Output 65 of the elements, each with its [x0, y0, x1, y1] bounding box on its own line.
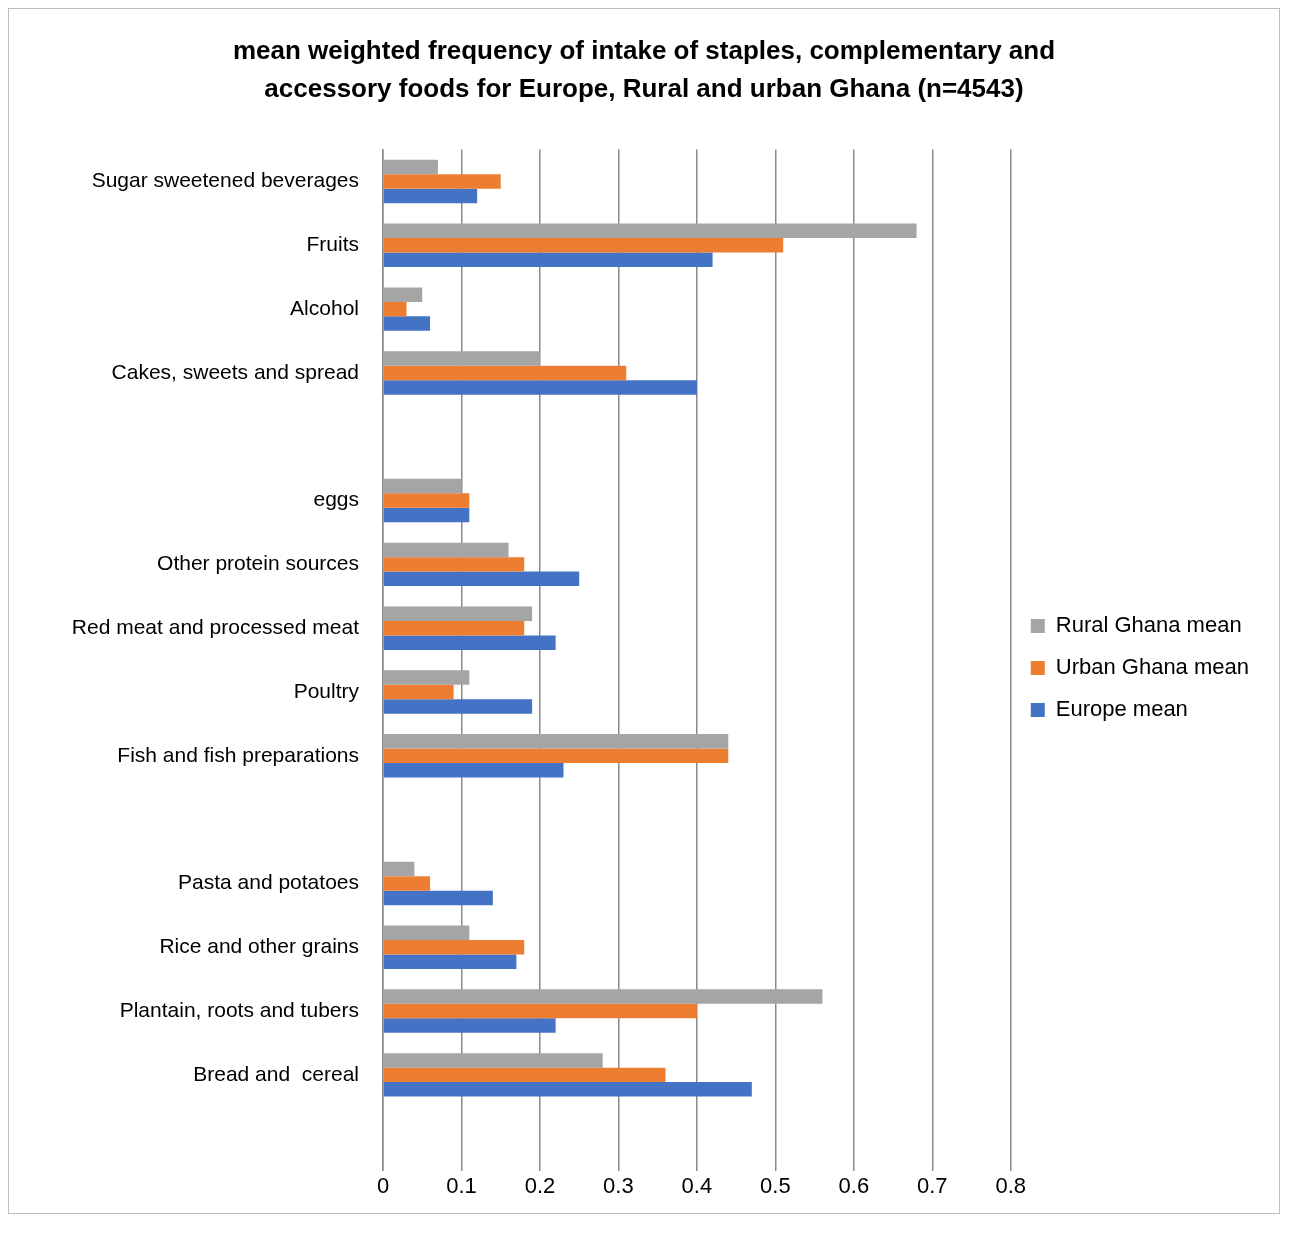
bar — [383, 989, 823, 1004]
y-tick-label: Bread and cereal — [193, 1061, 359, 1085]
bar — [383, 557, 525, 572]
bar — [383, 301, 407, 317]
bar — [383, 1053, 603, 1068]
bar — [383, 1018, 556, 1033]
x-tick-label: 0.7 — [917, 1172, 948, 1198]
y-tick-label: Rice and other grains — [159, 934, 359, 958]
x-tick-label: 0.6 — [838, 1172, 870, 1198]
chart-title: mean weighted frequency of intake of staples, complementary and accessory foods for Europe, Rural and urban Ghana (n=4543) — [231, 34, 1057, 105]
y-tick-label: Other protein sources — [157, 551, 359, 575]
bar — [383, 954, 517, 969]
bar — [383, 493, 470, 508]
legend-label: Urban Ghana mean — [1055, 654, 1249, 680]
bar — [383, 223, 917, 239]
bar — [383, 1082, 752, 1097]
bar — [383, 890, 493, 906]
y-tick-label: Poultry — [293, 678, 360, 702]
bar — [383, 507, 470, 523]
bar — [383, 620, 525, 636]
x-tick-label: 0 — [376, 1172, 390, 1198]
y-tick-label: Pasta and potatoes — [178, 870, 359, 894]
y-tick-label: Fish and fish preparations — [117, 742, 359, 766]
bar — [383, 316, 431, 331]
bar — [383, 670, 470, 685]
y-tick-label: Cakes, sweets and spread — [111, 359, 359, 383]
x-tick-label: 0.3 — [603, 1172, 634, 1198]
bar — [383, 861, 415, 877]
x-tick-label: 0.1 — [446, 1172, 477, 1198]
x-tick-label: 0.4 — [681, 1172, 713, 1198]
bar — [383, 252, 713, 268]
y-tick-label: Alcohol — [290, 295, 359, 319]
x-tick-label: 0.5 — [760, 1172, 791, 1198]
bar — [383, 763, 564, 778]
bar — [383, 174, 501, 189]
bar — [383, 635, 556, 650]
bar — [383, 188, 478, 204]
bar — [383, 159, 438, 175]
y-tick-label: eggs — [313, 487, 359, 511]
bar — [383, 925, 470, 941]
bar — [383, 380, 697, 395]
bar — [383, 748, 729, 764]
x-tick-label: 0.2 — [524, 1172, 556, 1198]
bar — [383, 351, 540, 366]
bar — [383, 940, 525, 955]
bar — [383, 478, 462, 494]
bar — [383, 542, 509, 558]
bar — [383, 365, 627, 381]
bar — [383, 606, 533, 621]
legend-label: Rural Ghana mean — [1055, 612, 1242, 638]
bar — [383, 699, 533, 714]
bar — [383, 734, 729, 749]
bar — [383, 876, 431, 891]
bar — [383, 684, 454, 700]
bar — [383, 287, 423, 302]
legend-label: Europe mean — [1055, 696, 1188, 722]
bar — [383, 1003, 697, 1019]
bar — [383, 238, 784, 253]
y-tick-label: Sugar sweetened beverages — [91, 168, 359, 192]
y-tick-label: Plantain, roots and tubers — [119, 997, 359, 1021]
y-tick-label: Fruits — [306, 232, 359, 256]
bar — [383, 1067, 666, 1083]
y-tick-label: Red meat and processed meat — [71, 614, 360, 638]
x-tick-label: 0.8 — [995, 1172, 1027, 1198]
bar — [383, 571, 580, 587]
